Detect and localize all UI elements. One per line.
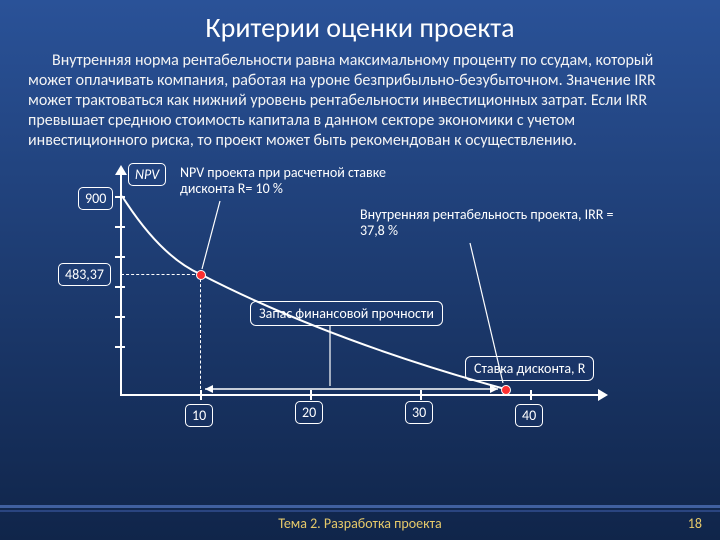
npv-chart: NPV 900 483,37 NPV проекта при расчетной…	[30, 161, 690, 441]
footer-divider2	[0, 510, 720, 512]
footer-divider	[0, 505, 720, 508]
data-point-2	[501, 385, 511, 395]
page-number: 18	[688, 515, 702, 532]
data-point-1	[196, 270, 206, 280]
body-paragraph: Внутренняя норма рентабельности равна ма…	[0, 51, 720, 151]
footer-topic: Тема 2. Разработка проекта	[0, 515, 720, 532]
npv-curve	[30, 161, 690, 441]
slide-title: Критерии оценки проекта	[0, 0, 720, 51]
